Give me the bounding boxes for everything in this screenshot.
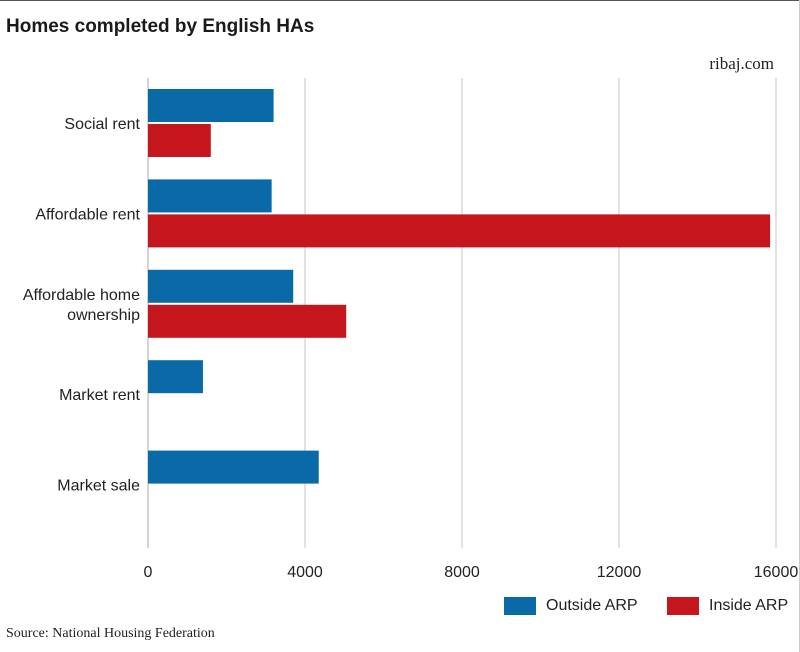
bar-chart: 0 4000 8000 12000 16000 Social rent Affordable… [23, 78, 799, 581]
source-note: Source: National Housing Federation [6, 626, 215, 641]
x-tick-label: 16000 [754, 564, 799, 581]
x-tick-label: 0 [144, 564, 153, 581]
bar-outside [148, 450, 319, 484]
category-label: Social rent [64, 116, 140, 133]
bar-outside [148, 360, 203, 394]
legend-swatch-inside [667, 597, 699, 615]
x-tick-label: 12000 [597, 564, 642, 581]
top-rule [0, 0, 800, 1]
bar-outside [148, 89, 274, 122]
bar-inside [148, 304, 347, 338]
chart-title: Homes completed by English HAs [6, 16, 315, 37]
legend-swatch-outside [504, 597, 536, 615]
legend-item-outside: Outside ARP [504, 597, 638, 615]
category-label: Affordable rent [35, 206, 140, 223]
category-label: Affordable home [23, 287, 140, 304]
bar-inside [148, 124, 211, 157]
category-label: Market rent [59, 387, 140, 404]
category-label: Market sale [57, 478, 140, 495]
brand-label: ribaj.com [709, 54, 774, 73]
category-label: ownership [67, 307, 140, 324]
bar-outside [148, 179, 272, 213]
legend-item-inside: Inside ARP [667, 597, 788, 615]
x-tick-label: 4000 [287, 564, 323, 581]
legend-label-inside: Inside ARP [709, 597, 789, 614]
x-tick-label: 8000 [444, 564, 480, 581]
bar-outside [148, 269, 294, 303]
legend-label-outside: Outside ARP [546, 597, 638, 614]
bar-inside [148, 214, 771, 248]
